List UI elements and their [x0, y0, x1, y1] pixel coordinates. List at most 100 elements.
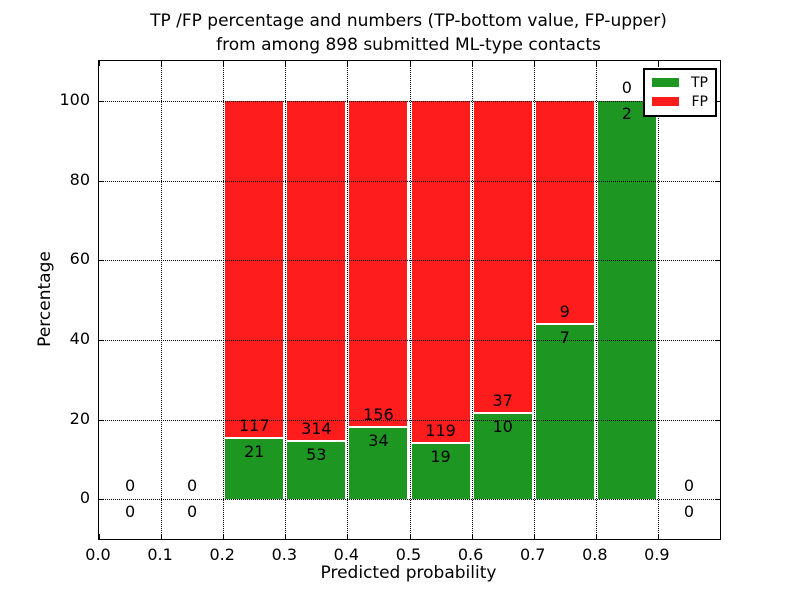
y-tick-mark-right [715, 419, 720, 421]
x-tick-label: 0.9 [644, 545, 670, 564]
x-tick-mark-top [533, 61, 535, 66]
tp-count-label: 0 [187, 502, 198, 522]
x-gridline [285, 61, 287, 539]
x-tick-mark-top [223, 61, 225, 66]
x-tick-mark [595, 534, 597, 539]
y-tick-mark [99, 339, 104, 341]
y-tick-mark-right [715, 100, 720, 102]
x-tick-label: 0.3 [271, 545, 298, 564]
fp-count-label: 0 [124, 476, 136, 496]
tp-bar-segment [597, 100, 656, 500]
legend: TP FP [643, 68, 717, 117]
fp-count-label: 117 [238, 415, 270, 435]
fp-count-label: 37 [492, 391, 513, 411]
x-gridline [657, 61, 659, 539]
chart-title-line2: from among 898 submitted ML-type contact… [216, 35, 601, 55]
fp-bar-segment [225, 100, 284, 437]
chart-title-line1: TP /FP percentage and numbers (TP-bottom… [150, 11, 667, 31]
x-gridline [409, 61, 411, 539]
x-tick-mark [99, 534, 100, 539]
x-tick-mark-top [409, 61, 411, 66]
y-tick-label: 60 [69, 249, 90, 269]
legend-entry-label: TP [691, 74, 708, 91]
x-gridline [223, 61, 225, 539]
tp-bar-segment [411, 444, 470, 500]
tp-count-label: 34 [368, 430, 389, 450]
y-tick-label: 80 [69, 169, 90, 189]
fp-bar-segment [287, 100, 346, 440]
fp-count-label: 156 [363, 404, 394, 424]
x-tick-label: 0.8 [582, 545, 608, 564]
x-tick-mark-top [347, 61, 349, 66]
x-tick-mark [223, 534, 225, 539]
tp-count-label: 2 [621, 103, 632, 123]
x-tick-mark [409, 534, 411, 539]
x-tick-mark-top [471, 61, 473, 66]
x-tick-mark-top [99, 61, 100, 66]
legend-entry: FP [652, 92, 708, 111]
fp-bar-segment [349, 100, 408, 426]
x-tick-mark-top [285, 61, 287, 66]
tp-bar-segment [287, 441, 346, 500]
y-tick-label: 100 [59, 89, 90, 109]
tp-count-label: 0 [124, 502, 136, 522]
fp-count-label: 0 [187, 476, 198, 496]
x-axis-label: Predicted probability [320, 563, 497, 583]
x-tick-mark-top [595, 61, 597, 66]
tp-bar-segment [349, 427, 408, 500]
legend-entry-label: FP [691, 93, 709, 110]
x-tick-label: 0.5 [395, 545, 422, 564]
x-tick-mark [471, 534, 473, 539]
y-tick-mark-right [715, 260, 720, 262]
y-tick-label: 40 [69, 328, 90, 348]
x-tick-label: 0.2 [209, 545, 235, 564]
y-tick-mark [99, 260, 104, 262]
y-tick-label: 0 [79, 488, 90, 508]
x-gridline [595, 61, 597, 539]
fp-bar-segment [535, 100, 594, 323]
tp-count-label: 19 [430, 447, 451, 467]
fp-count-label: 0 [683, 476, 695, 496]
fp-count-label: 0 [621, 77, 632, 97]
x-tick-label: 0.7 [519, 545, 546, 564]
fp-bar-segment [473, 100, 532, 413]
y-tick-mark [99, 180, 104, 182]
tp-count-label: 0 [683, 502, 695, 522]
y-tick-mark [99, 499, 104, 501]
x-tick-mark [285, 534, 287, 539]
tp-bar-segment [473, 414, 532, 500]
y-tick-mark-right [715, 180, 720, 182]
y-tick-label: 20 [69, 408, 90, 428]
x-tick-label: 0.4 [333, 545, 360, 564]
legend-entry: TP [652, 73, 708, 92]
fp-count-label: 9 [559, 301, 570, 321]
x-gridline [533, 61, 535, 539]
x-tick-mark-top [161, 61, 163, 66]
tp-count-label: 53 [306, 444, 327, 464]
tp-count-label: 7 [559, 327, 570, 347]
fp-legend-swatch-icon [652, 97, 679, 106]
x-tick-label: 0.1 [147, 545, 173, 564]
x-gridline [347, 61, 349, 539]
tp-legend-swatch-icon [652, 78, 679, 87]
plot-area: TP FP 0 0 0 0 117 21 314 53 156 34 119 19 37 10 9 7 0 2 0 0 [98, 60, 721, 540]
y-tick-mark-right [715, 499, 720, 501]
x-tick-label: 0.0 [85, 545, 111, 564]
fp-count-label: 119 [425, 421, 456, 441]
y-tick-mark [99, 419, 104, 421]
x-tick-label: 0.6 [457, 545, 484, 564]
y-tick-mark-right [715, 339, 720, 341]
x-tick-mark [347, 534, 349, 539]
x-gridline [161, 61, 163, 539]
tp-count-label: 10 [492, 417, 513, 437]
tp-bar-segment [225, 438, 284, 500]
tp-bar-segment [535, 324, 594, 500]
chart-title: TP /FP percentage and numbers (TP-bottom… [98, 9, 719, 57]
y-tick-mark [99, 100, 104, 102]
tp-count-label: 21 [244, 441, 265, 461]
fp-count-label: 314 [301, 418, 332, 438]
x-tick-mark [533, 534, 535, 539]
fp-bar-segment [411, 100, 470, 443]
x-tick-mark [161, 534, 163, 539]
